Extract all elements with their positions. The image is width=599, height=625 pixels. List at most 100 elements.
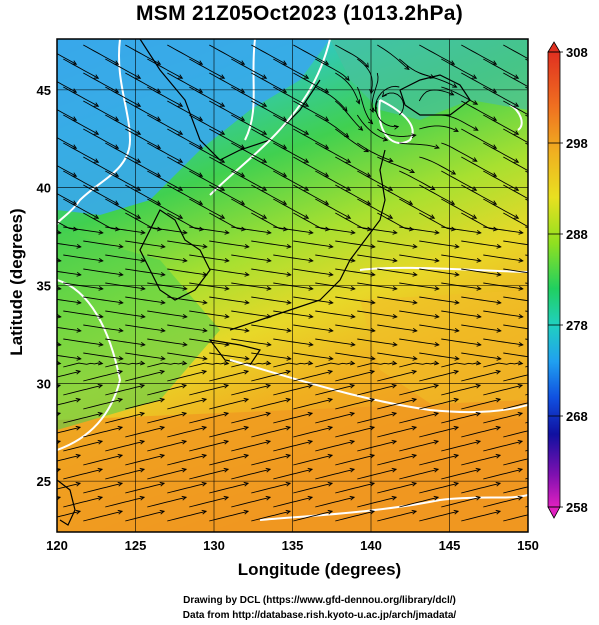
streamline bbox=[399, 412, 439, 424]
streamline bbox=[483, 338, 523, 346]
streamline bbox=[231, 198, 267, 219]
streamline-arrowhead bbox=[473, 126, 479, 131]
streamline bbox=[293, 184, 329, 205]
streamline bbox=[105, 412, 145, 424]
streamline bbox=[189, 468, 229, 480]
streamline-arrowhead bbox=[454, 356, 460, 361]
streamline-arrowhead bbox=[243, 425, 250, 431]
colorbar-tick-label: 298 bbox=[566, 136, 588, 151]
streamline bbox=[374, 85, 400, 112]
streamline-arrowhead bbox=[240, 226, 247, 232]
streamline bbox=[251, 324, 291, 332]
streamline bbox=[315, 114, 349, 138]
streamline-arrowhead bbox=[393, 124, 400, 130]
streamline bbox=[315, 142, 351, 163]
streamline bbox=[461, 398, 501, 410]
streamline-arrowhead bbox=[57, 218, 58, 219]
streamline-arrowhead bbox=[454, 244, 460, 249]
streamline-arrowhead bbox=[118, 356, 124, 361]
streamline bbox=[441, 468, 481, 480]
streamline bbox=[399, 198, 435, 219]
streamline bbox=[63, 282, 103, 290]
streamline bbox=[335, 72, 360, 104]
streamline bbox=[167, 184, 203, 205]
streamline bbox=[189, 114, 225, 135]
streamline bbox=[57, 53, 77, 65]
streamline-arrowhead bbox=[430, 185, 436, 191]
streamline-arrowhead bbox=[266, 230, 272, 235]
streamline bbox=[483, 142, 519, 163]
streamline-arrowhead bbox=[370, 328, 376, 333]
streamline-arrowhead bbox=[182, 286, 188, 291]
streamline-arrowhead bbox=[181, 439, 188, 445]
y-tick-label: 30 bbox=[37, 376, 51, 391]
streamline bbox=[419, 398, 459, 410]
streamline bbox=[105, 496, 145, 508]
streamline-arrowhead bbox=[181, 411, 188, 417]
streamline-arrowhead bbox=[97, 383, 104, 389]
streamline-arrowhead bbox=[139, 360, 146, 366]
streamline-arrowhead bbox=[75, 425, 82, 431]
x-tick-label: 140 bbox=[360, 538, 382, 553]
streamline-arrowhead bbox=[355, 99, 361, 105]
streamline-arrowhead bbox=[518, 258, 524, 263]
streamline-arrowhead bbox=[391, 411, 398, 417]
streamline-arrowhead bbox=[72, 226, 79, 232]
streamline bbox=[483, 468, 523, 480]
streamline-arrowhead bbox=[349, 383, 356, 389]
streamline-arrowhead bbox=[224, 342, 230, 347]
credit-data: Data from http://database.rish.kyoto-u.a… bbox=[182, 610, 457, 621]
streamline bbox=[377, 482, 417, 494]
streamline bbox=[461, 426, 501, 438]
streamline bbox=[419, 268, 459, 276]
streamline-arrowhead bbox=[328, 244, 334, 249]
streamline bbox=[83, 100, 119, 121]
streamline bbox=[189, 170, 225, 191]
streamline-arrowhead bbox=[433, 411, 440, 417]
streamline-arrowhead bbox=[364, 62, 369, 68]
streamline-arrowhead bbox=[177, 130, 184, 135]
streamline bbox=[461, 212, 498, 231]
streamline bbox=[357, 496, 397, 508]
streamline bbox=[83, 268, 123, 276]
streamline-arrowhead bbox=[114, 226, 121, 232]
streamline-arrowhead bbox=[495, 481, 502, 487]
streamline-arrowhead bbox=[285, 509, 292, 515]
streamline bbox=[461, 324, 501, 332]
streamline bbox=[315, 170, 351, 191]
streamline-arrowhead bbox=[224, 314, 230, 319]
streamline-arrowhead bbox=[98, 314, 104, 319]
streamline-arrowhead bbox=[370, 300, 376, 305]
streamline-arrowhead bbox=[496, 356, 502, 361]
streamline-arrowhead bbox=[534, 173, 538, 177]
y-tick-label: 40 bbox=[37, 181, 51, 196]
streamline bbox=[441, 198, 477, 219]
streamline bbox=[315, 362, 355, 368]
streamline-arrowhead bbox=[328, 356, 334, 361]
streamline-arrowhead bbox=[198, 226, 205, 232]
streamline bbox=[483, 226, 523, 234]
streamline-arrowhead bbox=[411, 425, 418, 431]
streamline-arrowhead bbox=[98, 286, 104, 291]
streamline-arrowhead bbox=[433, 360, 440, 366]
streamline bbox=[503, 514, 528, 522]
streamline bbox=[503, 458, 528, 466]
streamline-arrowhead bbox=[392, 286, 398, 291]
streamline bbox=[231, 254, 271, 262]
isotherms bbox=[57, 39, 528, 521]
streamline bbox=[209, 212, 246, 231]
streamline bbox=[57, 354, 81, 360]
streamline bbox=[167, 240, 207, 248]
streamline bbox=[231, 412, 271, 424]
streamline bbox=[419, 44, 455, 65]
streamline bbox=[105, 142, 141, 163]
streamline-arrowhead bbox=[285, 397, 292, 403]
streamline bbox=[357, 362, 397, 368]
streamline-arrowhead bbox=[433, 383, 440, 389]
streamline bbox=[335, 212, 372, 231]
streamline bbox=[273, 142, 309, 163]
streamline-arrowhead bbox=[57, 286, 62, 291]
streamline-arrowhead bbox=[409, 168, 416, 174]
streamline bbox=[273, 282, 313, 290]
streamline-arrowhead bbox=[244, 244, 250, 249]
